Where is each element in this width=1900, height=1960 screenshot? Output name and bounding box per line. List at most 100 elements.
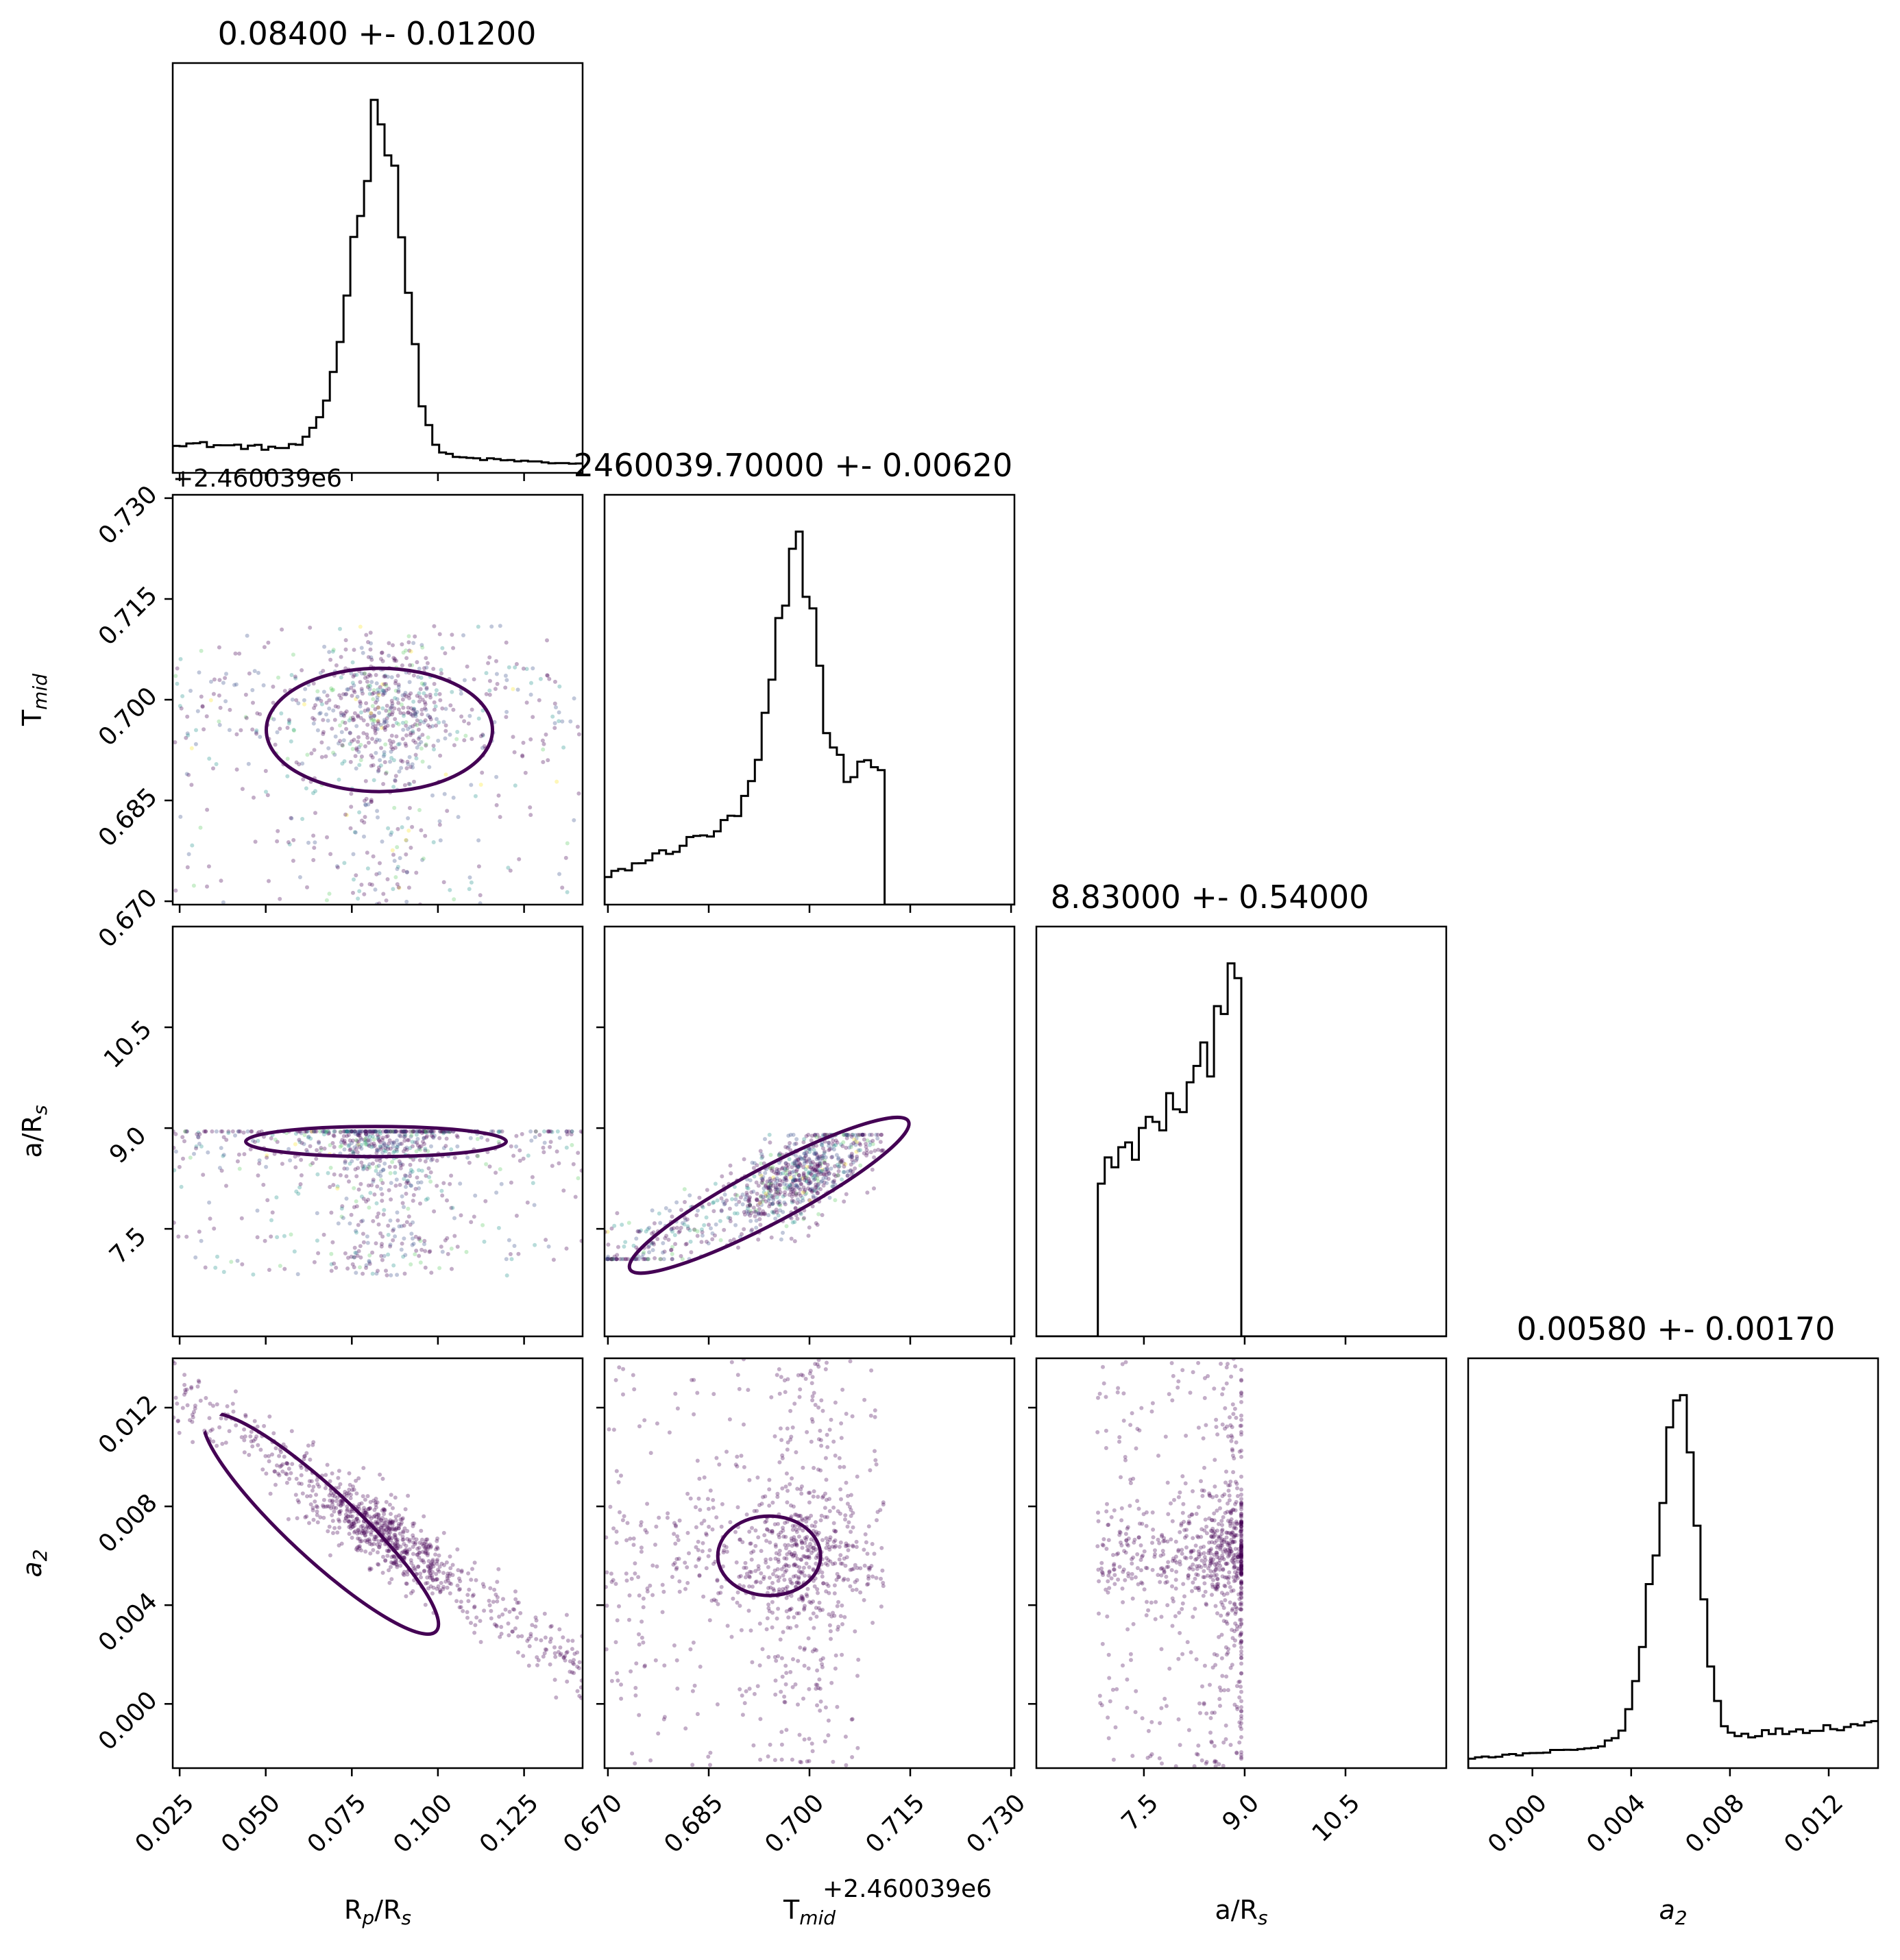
scatter-point xyxy=(342,1147,347,1152)
scatter-point xyxy=(1226,1575,1231,1580)
scatter-point xyxy=(750,1227,755,1232)
scatter-point xyxy=(467,875,472,880)
scatter-point xyxy=(803,1573,807,1578)
scatter-point xyxy=(407,648,412,653)
scatter-point xyxy=(839,1436,844,1441)
scatter-point xyxy=(388,1147,393,1151)
scatter-point xyxy=(780,1674,785,1679)
scatter-point xyxy=(375,1542,380,1547)
scatter-point xyxy=(816,1155,820,1160)
scatter-point xyxy=(823,1367,828,1371)
scatter-point xyxy=(1234,1605,1239,1610)
scatter-point xyxy=(687,1551,691,1556)
scatter-point xyxy=(381,782,386,786)
scatter-point xyxy=(359,689,364,694)
scatter-point xyxy=(378,685,382,689)
scatter-point xyxy=(493,687,498,691)
scatter-point xyxy=(362,892,367,896)
scatter-point xyxy=(881,1580,886,1585)
scatter-point xyxy=(365,1240,370,1245)
scatter-point xyxy=(805,1430,809,1434)
scatter-point xyxy=(561,745,566,750)
scatter-point xyxy=(424,743,428,748)
scatter-point xyxy=(782,1378,787,1383)
scatter-point xyxy=(1164,1574,1169,1579)
scatter-point xyxy=(797,1732,802,1737)
scatter-point xyxy=(650,1241,655,1246)
scatter-point xyxy=(1231,1412,1236,1417)
scatter-point xyxy=(637,1424,642,1429)
scatter-point xyxy=(858,1142,863,1147)
scatter-point xyxy=(1209,1558,1213,1562)
scatter-point xyxy=(642,1257,647,1262)
scatter-point xyxy=(658,1257,663,1262)
scatter-point xyxy=(367,1253,372,1258)
scatter-point xyxy=(777,1552,781,1557)
scatter-point xyxy=(1106,1590,1110,1595)
scatter-point xyxy=(386,1147,390,1151)
scatter-point xyxy=(777,1575,782,1580)
scatter-point xyxy=(575,1665,580,1669)
scatter-point xyxy=(402,1223,406,1228)
scatter-point xyxy=(805,1534,809,1539)
scatter-point xyxy=(384,1528,388,1532)
scatter-point xyxy=(827,1195,832,1200)
scatter-point xyxy=(504,640,509,645)
scatter-point xyxy=(319,1147,324,1152)
scatter-point xyxy=(433,1552,438,1557)
scatter-point xyxy=(849,1155,853,1160)
scatter-point xyxy=(813,1168,818,1173)
scatter-point xyxy=(254,728,259,733)
scatter-point xyxy=(748,1628,753,1633)
scatter-point xyxy=(426,1197,430,1201)
scatter-point xyxy=(272,1469,277,1473)
scatter-point xyxy=(368,1190,373,1195)
scatter-point xyxy=(391,1238,395,1242)
scatter-point xyxy=(1239,1595,1243,1600)
scatter-point xyxy=(1226,1576,1230,1581)
scatter-point xyxy=(366,707,370,711)
scatter-point xyxy=(615,1257,620,1262)
scatter-point xyxy=(343,1515,348,1520)
scatter-point xyxy=(805,1759,809,1764)
scatter-point xyxy=(827,1547,832,1552)
scatter-point xyxy=(370,1271,375,1276)
scatter-point xyxy=(854,1545,859,1549)
scatter-point xyxy=(385,1144,389,1149)
scatter-point xyxy=(831,1138,836,1143)
scatter-point xyxy=(799,1595,804,1600)
scatter-point xyxy=(774,1186,779,1190)
scatter-point xyxy=(367,740,371,745)
scatter-point xyxy=(742,1422,746,1427)
scatter-point xyxy=(605,1257,610,1262)
scatter-point xyxy=(244,715,249,720)
scatter-point xyxy=(324,1129,329,1134)
scatter-point xyxy=(675,1534,680,1539)
scatter-point xyxy=(372,1537,376,1542)
scatter-point xyxy=(1239,1524,1243,1529)
scatter-point xyxy=(807,1198,812,1203)
scatter-point xyxy=(356,1139,361,1144)
scatter-point xyxy=(308,1136,313,1141)
scatter-point xyxy=(1187,1567,1192,1571)
scatter-point xyxy=(332,1144,337,1149)
scatter-point xyxy=(679,1208,683,1212)
scatter-point xyxy=(828,1629,833,1634)
scatter-point xyxy=(355,1150,360,1155)
scatter-point xyxy=(340,1499,345,1504)
scatter-point xyxy=(749,1190,754,1195)
scatter-point xyxy=(802,1663,807,1668)
scatter-point xyxy=(820,1608,825,1612)
scatter-point xyxy=(756,1535,761,1540)
scatter-point xyxy=(345,1129,350,1134)
scatter-point xyxy=(1209,1739,1214,1744)
scatter-point xyxy=(393,1495,398,1500)
scatter-point xyxy=(568,719,573,724)
scatter-point xyxy=(804,1179,809,1184)
scatter-point xyxy=(796,1597,801,1602)
scatter-point xyxy=(1208,1556,1213,1560)
scatter-point xyxy=(404,1129,409,1134)
scatter-point xyxy=(833,1454,838,1458)
scatter-point xyxy=(255,1424,260,1429)
scatter-point xyxy=(868,1565,873,1570)
